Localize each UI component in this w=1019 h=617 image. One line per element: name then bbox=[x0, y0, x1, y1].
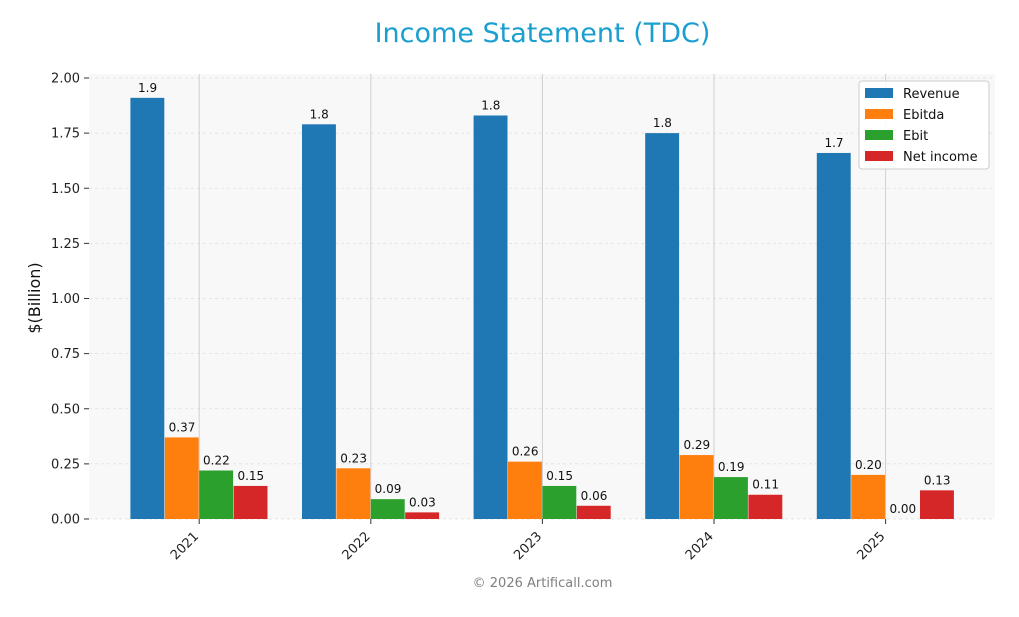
bar-revenue-2023 bbox=[473, 115, 508, 520]
legend-swatch bbox=[865, 130, 893, 140]
bar-data-label: 0.13 bbox=[924, 473, 951, 487]
bar-data-label: 0.15 bbox=[237, 469, 264, 483]
bar-net-income-2021 bbox=[233, 485, 268, 519]
legend-label: Ebitda bbox=[903, 108, 944, 123]
legend-box bbox=[858, 80, 990, 170]
bar-ebitda-2024 bbox=[679, 455, 714, 519]
y-tick-label: 1.00 bbox=[51, 292, 80, 307]
bar-ebitda-2022 bbox=[336, 468, 371, 519]
x-tick-label: 2024 bbox=[683, 529, 717, 563]
bar-data-label: 0.29 bbox=[683, 438, 710, 452]
bar-ebitda-2021 bbox=[164, 437, 199, 519]
y-tick-label: 1.75 bbox=[51, 127, 80, 142]
bar-revenue-2021 bbox=[130, 97, 165, 519]
copyright-footer: © 2026 Artificall.com bbox=[472, 576, 613, 591]
bar-data-label: 0.37 bbox=[169, 420, 196, 434]
legend-swatch bbox=[865, 88, 893, 98]
bar-ebit-2022 bbox=[370, 499, 405, 519]
bar-data-label: 0.09 bbox=[375, 482, 402, 496]
x-tick-label: 2023 bbox=[511, 529, 545, 563]
bar-revenue-2024 bbox=[645, 133, 680, 519]
bar-data-label: 0.26 bbox=[512, 445, 539, 459]
bar-revenue-2022 bbox=[302, 124, 336, 520]
x-tick-label: 2022 bbox=[340, 529, 374, 563]
bar-net-income-2025 bbox=[920, 490, 954, 519]
y-tick-label: 1.25 bbox=[51, 237, 80, 252]
bar-data-label: 0.03 bbox=[409, 495, 436, 509]
bar-data-label: 0.19 bbox=[718, 460, 745, 474]
bar-data-label: 0.15 bbox=[546, 469, 573, 483]
y-axis-title: $(Billion) bbox=[25, 262, 44, 333]
bar-data-label: 0.06 bbox=[581, 489, 608, 503]
y-tick-label: 0.25 bbox=[51, 457, 80, 472]
legend-swatch bbox=[865, 151, 893, 161]
bar-ebitda-2025 bbox=[851, 474, 886, 519]
legend-label: Net income bbox=[903, 150, 978, 165]
bars-group bbox=[130, 97, 954, 520]
y-tick-label: 0.00 bbox=[51, 513, 80, 528]
bar-revenue-2025 bbox=[816, 152, 851, 519]
x-tick-label: 2021 bbox=[168, 529, 202, 563]
bar-data-label: 0.23 bbox=[340, 451, 367, 465]
bar-data-label: 1.9 bbox=[138, 81, 157, 95]
bar-ebit-2024 bbox=[714, 477, 748, 519]
legend: Revenue Ebitda Ebit Net income bbox=[858, 80, 990, 170]
legend-label: Revenue bbox=[903, 87, 960, 102]
bar-data-label: 0.20 bbox=[855, 458, 882, 472]
bar-net-income-2024 bbox=[748, 494, 783, 519]
bar-data-label: 0.11 bbox=[752, 478, 779, 492]
bar-data-label: 1.8 bbox=[310, 107, 329, 121]
bar-data-label: 1.8 bbox=[653, 116, 672, 130]
bar-data-label: 1.8 bbox=[481, 98, 500, 112]
chart-title: Income Statement (TDC) bbox=[374, 18, 711, 49]
y-tick-label: 0.50 bbox=[51, 402, 80, 417]
legend-swatch bbox=[865, 109, 893, 119]
x-tick-label: 2025 bbox=[854, 529, 888, 563]
bar-net-income-2022 bbox=[405, 512, 440, 519]
bar-ebit-2021 bbox=[199, 470, 234, 519]
x-axis-ticks: 2021 2022 2023 2024 2025 bbox=[168, 519, 888, 563]
bar-ebitda-2023 bbox=[508, 461, 542, 519]
y-tick-label: 1.50 bbox=[51, 182, 80, 197]
y-tick-label: 2.00 bbox=[51, 72, 80, 87]
y-axis-ticks: 0.00 0.25 0.50 0.75 1.00 1.25 1.50 1.75 2.00 bbox=[51, 72, 89, 528]
bar-data-label: 0.00 bbox=[889, 502, 916, 516]
legend-label: Ebit bbox=[903, 129, 928, 144]
bar-ebit-2023 bbox=[542, 485, 577, 519]
y-tick-label: 0.75 bbox=[51, 347, 80, 362]
bar-data-label: 1.7 bbox=[824, 136, 843, 150]
bar-labels-group: 1.9 1.8 1.8 1.8 1.7 0.37 0.23 0.26 0.29 0.20 0.22 0… bbox=[138, 81, 951, 516]
bar-data-label: 0.22 bbox=[203, 453, 230, 467]
bar-net-income-2023 bbox=[576, 505, 611, 519]
